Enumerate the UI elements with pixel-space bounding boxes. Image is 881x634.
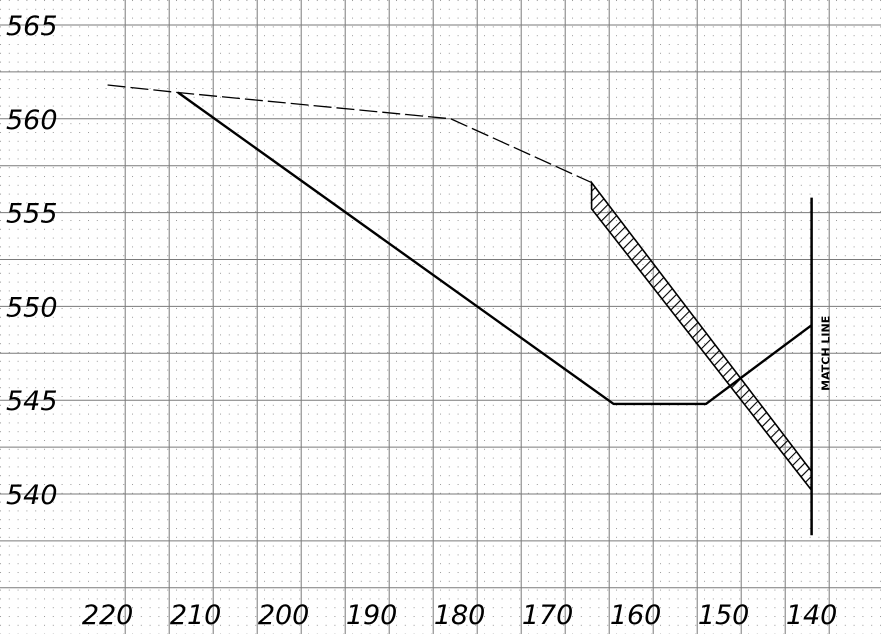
- match-line-annotation: MATCH LINE: [810, 197, 833, 536]
- x-tick-label: 220: [82, 600, 134, 631]
- x-tick-label: 160: [610, 600, 662, 631]
- y-tick-label: 555: [6, 199, 58, 230]
- y-tick-label: 560: [6, 105, 58, 136]
- match-line-label: MATCH LINE: [820, 316, 833, 391]
- solid-profile-line: [177, 91, 813, 406]
- y-tick-label: 565: [6, 11, 58, 42]
- x-tick-label: 190: [346, 600, 398, 631]
- tick-labels: 220 210 200 190 180 170 160 150 140 565 560 555 550 5…: [6, 11, 837, 631]
- y-tick-label: 550: [6, 292, 58, 323]
- y-tick-label: 545: [6, 386, 58, 417]
- x-tick-label: 200: [258, 600, 310, 631]
- x-tick-label: 180: [434, 600, 486, 631]
- x-tick-label: 140: [786, 600, 838, 631]
- x-tick-label: 150: [698, 600, 750, 631]
- y-tick-label: 540: [6, 480, 58, 511]
- x-tick-label: 170: [522, 600, 574, 631]
- x-tick-label: 210: [170, 600, 222, 631]
- dashed-profile-line: [107, 84, 592, 184]
